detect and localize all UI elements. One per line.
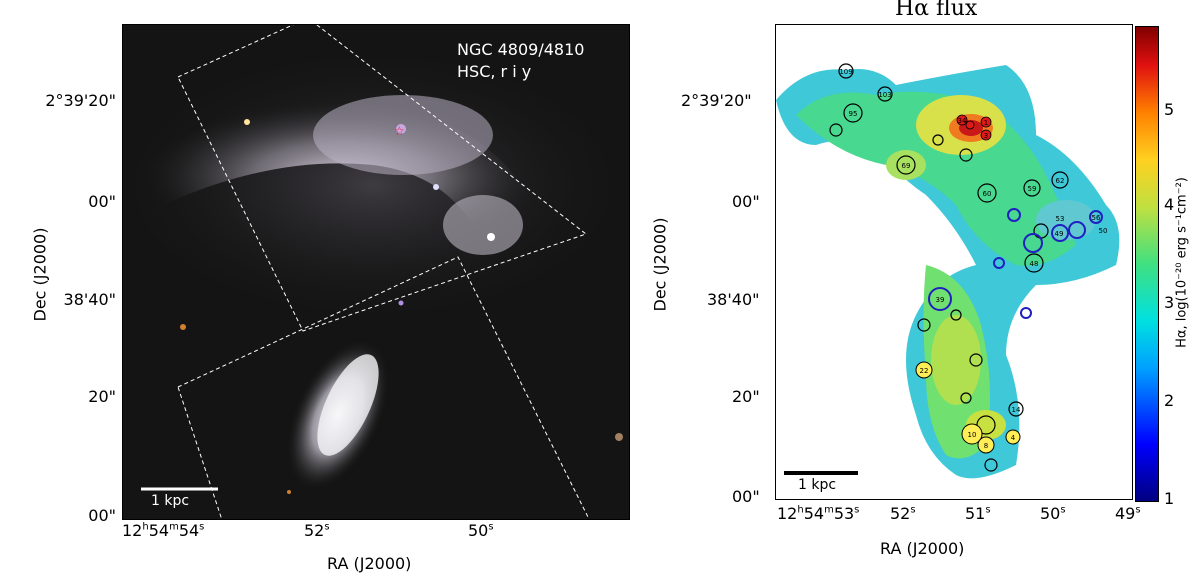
- region-label: 49: [1055, 230, 1064, 238]
- region-label: 60: [983, 190, 992, 198]
- region-label: 62: [1056, 177, 1065, 185]
- ra-tick: 50s: [468, 521, 494, 540]
- halpha-map: 109 103 95 69 60 59 62 53 56 50 49 48 39…: [776, 63, 1120, 479]
- right-scalebar-label: 1 kpc: [798, 477, 837, 493]
- region-label: 48: [1030, 260, 1039, 268]
- region-label: 39: [936, 296, 945, 304]
- dec-tick: 00": [732, 487, 760, 506]
- halpha-map-panel: 109 103 95 69 60 59 62 53 56 50 49 48 39…: [775, 24, 1133, 500]
- dec-tick: 38'40": [63, 290, 116, 309]
- right-xlabel: RA (J2000): [880, 539, 965, 558]
- colorbar: [1135, 26, 1159, 502]
- region-label: 53: [1056, 215, 1065, 223]
- region-label: 50: [1099, 227, 1108, 235]
- dec-tick: 20": [88, 387, 116, 406]
- dec-tick: 2°39'20": [45, 91, 116, 110]
- ra-tick: 12h54m53s: [777, 504, 860, 523]
- footprint-lower: [177, 256, 590, 519]
- colorbar-label: Hα, log(10⁻²⁰ erg s⁻¹cm⁻²): [1174, 177, 1190, 348]
- region-label: 3: [984, 132, 988, 140]
- region-label: 8: [984, 442, 988, 450]
- region-label: 59: [1028, 185, 1037, 193]
- region-label: 4: [1011, 434, 1016, 442]
- dec-tick: 2°39'20": [681, 91, 752, 110]
- dec-tick: 00": [732, 192, 760, 211]
- ra-tick: 52s: [890, 504, 916, 523]
- ra-tick: 49s: [1115, 504, 1141, 523]
- left-image-panel: ☆ NGC 4809/4810 HSC, r i y 1 kpc: [122, 24, 630, 520]
- dec-tick: 20": [732, 387, 760, 406]
- colorbar-tick: 3: [1164, 293, 1175, 312]
- region-label: 56: [1092, 214, 1101, 222]
- region-label: 95: [849, 110, 858, 118]
- right-ylabel: Dec (J2000): [650, 217, 670, 312]
- region-label: 10: [968, 431, 977, 439]
- colorbar-tick: 4: [1164, 195, 1175, 214]
- colorbar-tick: 5: [1164, 100, 1175, 119]
- dec-tick: 00": [88, 506, 116, 525]
- region-label: 1: [984, 119, 988, 127]
- ra-tick: 50s: [1040, 504, 1066, 523]
- left-xlabel: RA (J2000): [327, 554, 412, 573]
- region-label: 22: [920, 367, 929, 375]
- ra-tick: 12h54m54s: [122, 521, 205, 540]
- region-label: 109: [839, 68, 852, 76]
- svg-text:☆: ☆: [394, 124, 405, 138]
- ra-tick: 51s: [965, 504, 991, 523]
- right-panel-title: Hα flux: [895, 0, 978, 21]
- left-ylabel: Dec (J2000): [30, 227, 50, 322]
- object-label: NGC 4809/4810 HSC, r i y: [457, 40, 585, 81]
- optical-image: ☆: [123, 25, 629, 519]
- dec-tick: 38'40": [707, 290, 760, 309]
- region-label: 14: [1012, 406, 1021, 414]
- region-label: 34: [958, 117, 967, 125]
- ra-tick: 52s: [304, 521, 330, 540]
- region-label: 103: [878, 91, 891, 99]
- left-scalebar-label: 1 kpc: [151, 493, 190, 509]
- colorbar-tick: 2: [1164, 391, 1175, 410]
- dec-tick: 00": [88, 192, 116, 211]
- region-label: 69: [902, 162, 911, 170]
- colorbar-tick: 1: [1164, 489, 1175, 508]
